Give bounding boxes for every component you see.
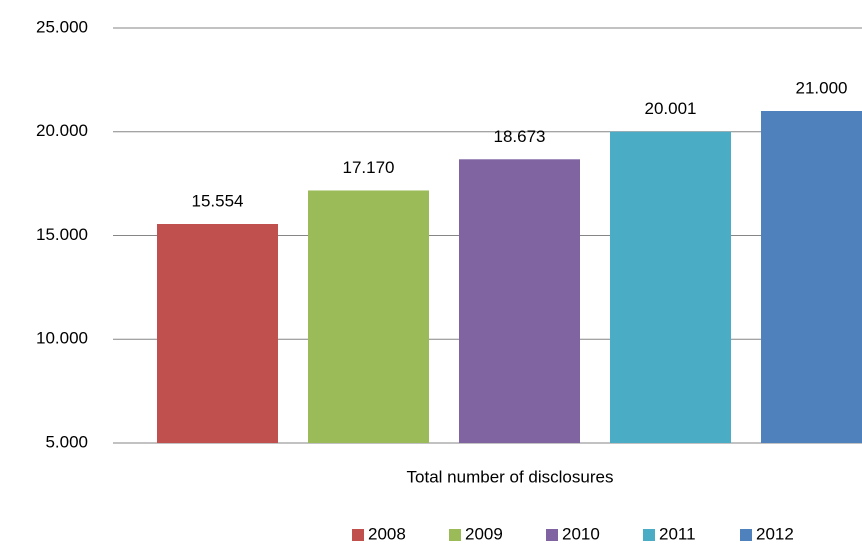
bar: [157, 224, 278, 443]
bar: [610, 131, 731, 443]
data-label: 15.554: [192, 191, 244, 210]
y-tick-label: 25.000: [36, 17, 88, 36]
data-label: 20.001: [645, 99, 697, 118]
y-tick-label: 20.000: [36, 121, 88, 140]
bar: [459, 159, 580, 443]
x-tick-label: Total number of disclosures: [407, 467, 614, 486]
data-label: 17.170: [343, 158, 395, 177]
bar: [308, 190, 429, 443]
legend-swatch: [352, 529, 364, 541]
legend-swatch: [449, 529, 461, 541]
legend-swatch: [643, 529, 655, 541]
legend-label: 2009: [465, 524, 503, 543]
bar: [761, 111, 862, 443]
legend-label: 2008: [368, 524, 406, 543]
legend-label: 2011: [659, 524, 696, 543]
legend-swatch: [740, 529, 752, 541]
y-tick-label: 5.000: [45, 432, 88, 451]
data-label: 18.673: [494, 127, 546, 146]
legend-label: 2010: [562, 524, 600, 543]
y-tick-label: 10.000: [36, 329, 88, 348]
y-tick-label: 15.000: [36, 225, 88, 244]
data-label: 21.000: [796, 78, 848, 97]
legend-label: 2012: [756, 524, 794, 543]
legend-swatch: [546, 529, 558, 541]
